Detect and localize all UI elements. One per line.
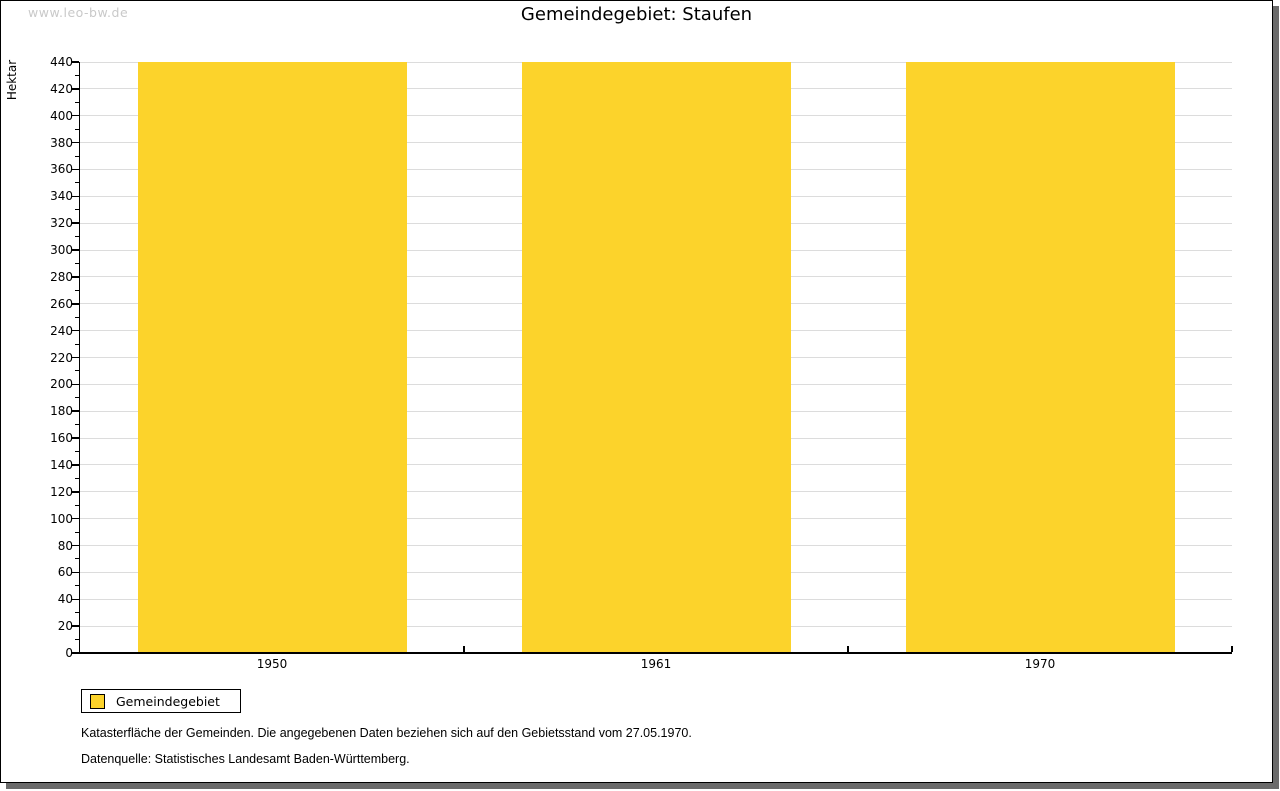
y-major-tick	[72, 517, 79, 520]
y-minor-tick	[75, 531, 79, 533]
bar	[137, 62, 407, 653]
y-major-tick	[72, 598, 79, 601]
y-major-tick	[72, 491, 79, 493]
y-minor-tick	[75, 585, 79, 587]
y-axis-title: Hektar	[5, 59, 19, 101]
y-major-tick	[72, 544, 79, 547]
y-tick-label: 300	[50, 243, 73, 258]
y-minor-tick	[75, 101, 79, 103]
y-major-tick	[72, 222, 79, 224]
x-axis-line	[78, 652, 1232, 654]
y-tick-label: 60	[57, 565, 73, 580]
y-major-tick	[72, 625, 79, 627]
y-minor-tick	[75, 343, 79, 345]
x-boundary-tick	[1231, 646, 1233, 652]
y-minor-tick	[75, 155, 79, 157]
y-tick-label: 160	[50, 431, 73, 446]
y-minor-tick	[75, 451, 79, 453]
y-tick-label: 400	[50, 108, 73, 123]
y-minor-tick	[75, 316, 79, 318]
y-minor-tick	[75, 424, 79, 426]
y-major-tick	[72, 410, 79, 412]
y-major-tick	[72, 61, 79, 63]
y-tick-label: 240	[50, 323, 73, 338]
y-tick-label: 260	[50, 296, 73, 311]
y-major-tick	[72, 383, 79, 386]
y-major-tick	[72, 88, 79, 90]
y-major-tick	[72, 329, 79, 332]
y-minor-tick	[75, 370, 79, 372]
y-major-tick	[72, 114, 79, 117]
y-minor-tick	[75, 504, 79, 506]
y-tick-label: 20	[57, 619, 73, 634]
y-minor-tick	[75, 639, 79, 641]
y-major-tick	[72, 276, 79, 278]
y-minor-tick	[75, 397, 79, 399]
y-tick-label: 380	[50, 135, 73, 150]
y-minor-tick	[75, 182, 79, 184]
y-tick-label: 340	[50, 189, 73, 204]
y-major-tick	[72, 249, 79, 251]
x-boundary-tick	[463, 646, 465, 652]
y-tick-label: 80	[57, 538, 73, 553]
y-minor-tick	[75, 209, 79, 211]
legend: Gemeindegebiet	[81, 689, 241, 713]
y-axis-line	[78, 62, 80, 653]
y-tick-label: 0	[65, 646, 73, 660]
y-tick-label: 280	[50, 269, 73, 284]
x-tick-label: 1961	[640, 657, 672, 671]
chart-title: Gemeindegebiet: Staufen	[520, 4, 753, 25]
y-tick-label: 180	[50, 404, 73, 419]
y-tick-label: 420	[50, 81, 73, 96]
y-major-tick	[72, 141, 79, 144]
bar	[521, 62, 791, 653]
y-tick-label: 220	[50, 350, 73, 365]
y-tick-label: 140	[50, 457, 73, 472]
y-minor-tick	[75, 262, 79, 264]
y-tick-label: 320	[50, 216, 73, 231]
y-minor-tick	[75, 289, 79, 291]
y-tick-label: 100	[50, 511, 73, 526]
x-tick-label: 1950	[256, 657, 288, 671]
y-minor-tick	[75, 558, 79, 560]
y-tick-label: 200	[50, 377, 73, 392]
y-major-tick	[72, 195, 79, 198]
watermark: www.leo-bw.de	[28, 5, 129, 20]
y-tick-label: 40	[57, 592, 73, 607]
footnote-line-2: Datenquelle: Statistisches Landesamt Bad…	[81, 752, 410, 766]
y-major-tick	[72, 652, 79, 654]
x-tick-label: 1970	[1024, 657, 1056, 671]
y-major-tick	[72, 303, 79, 305]
legend-swatch	[90, 693, 105, 709]
y-major-tick	[72, 437, 79, 439]
y-tick-label: 360	[50, 162, 73, 177]
y-major-tick	[72, 464, 79, 466]
y-tick-label: 120	[50, 484, 73, 499]
y-minor-tick	[75, 74, 79, 76]
y-major-tick	[72, 168, 79, 171]
y-tick-label: 440	[50, 55, 73, 69]
y-minor-tick	[75, 128, 79, 130]
y-major-tick	[72, 356, 79, 359]
y-minor-tick	[75, 612, 79, 614]
bar	[905, 62, 1175, 653]
x-boundary-tick	[847, 646, 849, 652]
y-major-tick	[72, 571, 79, 574]
y-minor-tick	[75, 236, 79, 238]
footnote-line-1: Katasterfläche der Gemeinden. Die angege…	[81, 726, 692, 740]
legend-label: Gemeindegebiet	[116, 693, 220, 709]
y-minor-tick	[75, 477, 79, 479]
